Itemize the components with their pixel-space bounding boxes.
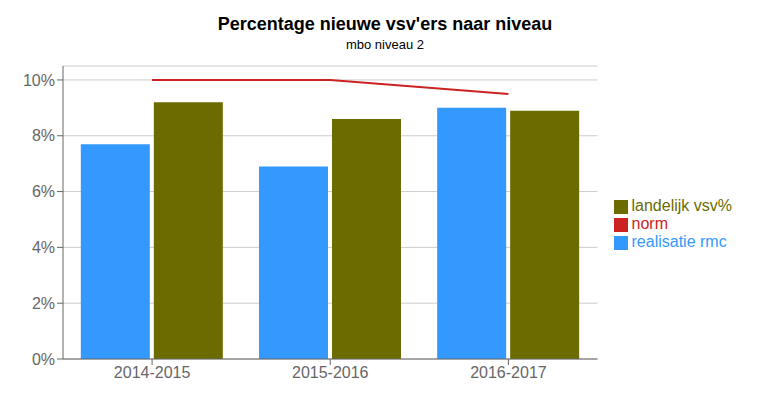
html-text:norm: norm [631,215,668,232]
html-text:Percentage nieuwe vsv'ers naar: Percentage nieuwe vsv'ers naar niveau [217,14,553,34]
svg-text:4%: 4% [32,239,55,256]
svg-text:6%: 6% [32,183,55,200]
svg-text:0%: 0% [32,351,55,368]
svg-text:2015-2016: 2015-2016 [292,364,369,381]
svg-text:2016-2017: 2016-2017 [470,364,547,381]
svg-text:2%: 2% [32,295,55,312]
svg-text:2014-2015: 2014-2015 [114,364,191,381]
svg-text:10%: 10% [23,72,55,89]
html-text:landelijk vsv%: landelijk vsv% [631,197,732,214]
html-text:realisatie rmc: realisatie rmc [631,233,727,250]
svg-text:8%: 8% [32,127,55,144]
html-text:mbo niveau 2: mbo niveau 2 [346,37,424,52]
